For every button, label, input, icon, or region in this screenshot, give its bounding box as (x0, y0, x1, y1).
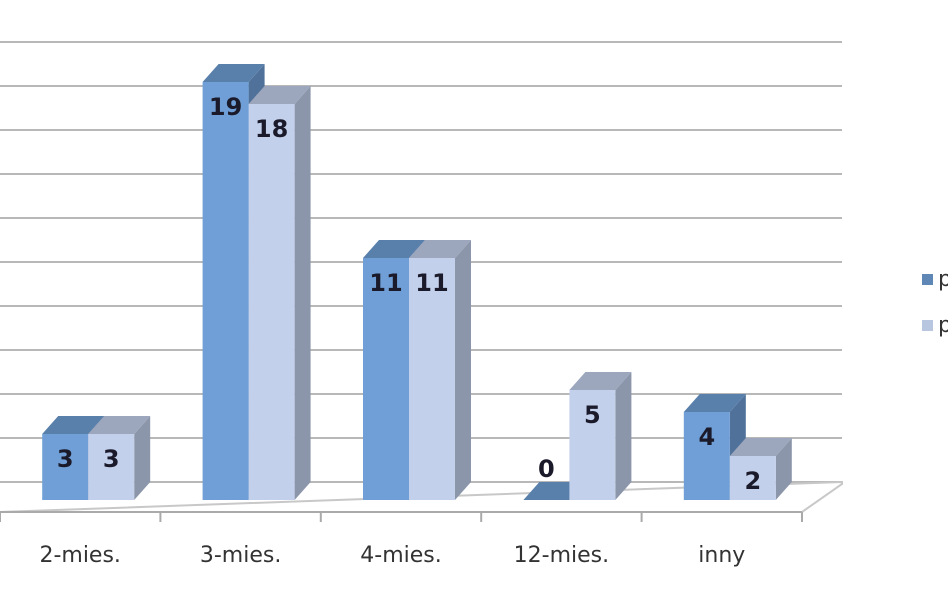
bar-side (294, 86, 311, 500)
data-label: 11 (415, 269, 448, 297)
bar-side (455, 240, 471, 500)
legend-label: p (938, 313, 948, 338)
x-tick-label: inny (698, 543, 745, 568)
bar-top (683, 394, 746, 412)
x-tick-label: 4-mies. (360, 543, 441, 568)
bar (42, 434, 89, 500)
data-label: 18 (255, 115, 288, 143)
bar (569, 390, 616, 500)
bar-side (775, 438, 792, 500)
data-label: 3 (103, 445, 120, 473)
bar (683, 412, 730, 500)
bar-top (88, 416, 151, 434)
bar-top (202, 64, 265, 82)
data-label: 3 (57, 445, 74, 473)
data-label: 2 (744, 467, 761, 495)
bar-side (134, 416, 151, 500)
x-tick-label: 3-mies. (200, 543, 281, 568)
data-label: 4 (698, 423, 715, 451)
data-label: 11 (369, 269, 402, 297)
data-label: 19 (209, 93, 242, 121)
x-tick-label: 12-mies. (514, 543, 609, 568)
bar-top (42, 416, 105, 434)
bar-top (363, 240, 425, 258)
bar (363, 258, 409, 500)
bar-top (729, 438, 792, 456)
legend-swatch (922, 320, 933, 331)
data-label: 0 (538, 455, 555, 483)
legend-label: p (938, 267, 948, 292)
bar (202, 82, 249, 500)
data-label: 5 (584, 401, 601, 429)
bar-top (248, 86, 311, 104)
bar (88, 434, 135, 500)
x-tick-label: 2-mies. (39, 543, 120, 568)
bar-side (615, 372, 632, 500)
bar-top (409, 240, 471, 258)
bar (409, 258, 455, 500)
legend-swatch (922, 274, 933, 285)
bar (729, 456, 776, 500)
bar (248, 104, 295, 500)
bar-top (569, 372, 632, 390)
